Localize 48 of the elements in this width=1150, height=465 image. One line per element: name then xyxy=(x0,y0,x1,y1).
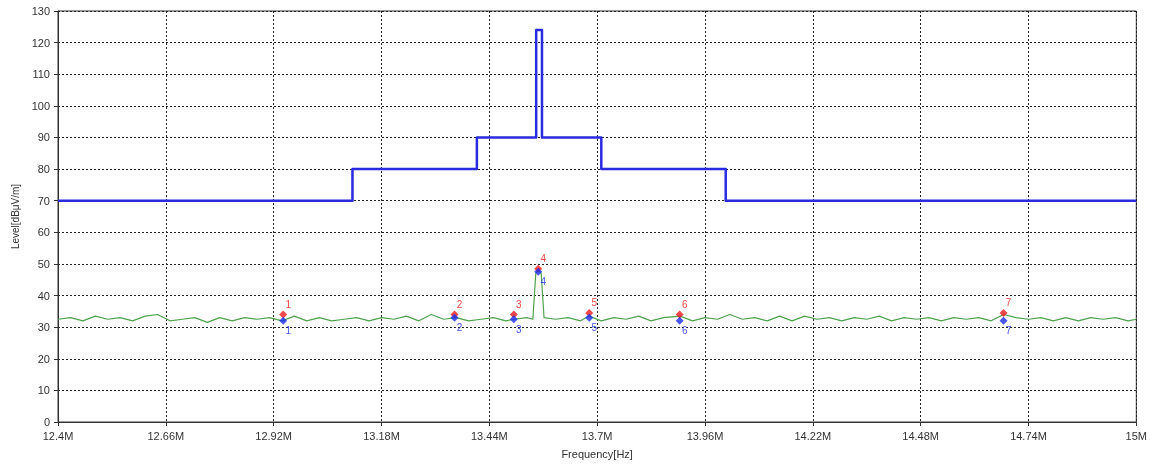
annotation: 4 xyxy=(540,253,547,265)
point xyxy=(675,316,684,325)
y-tick-label: 0 xyxy=(43,416,50,428)
annotation: 5 xyxy=(591,297,598,309)
y-tick-label: 100 xyxy=(31,99,50,112)
point xyxy=(279,310,288,319)
annotation: 1 xyxy=(285,325,292,337)
y-tick-label: 40 xyxy=(37,289,50,302)
x-tick-label: 14.22M xyxy=(794,429,832,442)
y-tick-label: 120 xyxy=(31,36,50,49)
y-tick-label: 110 xyxy=(32,68,50,81)
x-tick-label: 15M xyxy=(1125,429,1147,442)
point xyxy=(999,308,1008,317)
y-tick-label: 10 xyxy=(37,384,50,397)
y-tick-label: 90 xyxy=(37,131,50,144)
annotation: 6 xyxy=(681,299,688,311)
annotation: 2 xyxy=(456,299,463,311)
x-axis-title: Frequency[Hz] xyxy=(561,447,633,460)
y-tick-label: 130 xyxy=(31,5,50,17)
annotation: 7 xyxy=(1005,297,1012,309)
y-tick-label: 50 xyxy=(37,257,50,270)
x-tick-label: 12.66M xyxy=(147,429,185,442)
x-tick-label: 13.18M xyxy=(363,429,400,442)
point xyxy=(279,316,288,325)
y-tick-label: 30 xyxy=(37,321,50,334)
x-tick-label: 13.96M xyxy=(686,429,724,442)
annotation: 2 xyxy=(456,322,463,334)
point xyxy=(509,315,518,324)
point xyxy=(675,310,684,319)
x-tick-label: 13.44M xyxy=(470,429,508,442)
point xyxy=(585,313,594,322)
x-tick-label: 14.74M xyxy=(1010,429,1047,442)
y-tick-label: 70 xyxy=(37,194,50,207)
annotation: 1 xyxy=(285,299,292,311)
annotation: 6 xyxy=(681,325,688,337)
annotation: 7 xyxy=(1005,325,1012,337)
annotation: 3 xyxy=(516,299,523,311)
x-tick-label: 14.48M xyxy=(902,429,939,442)
point xyxy=(999,316,1008,325)
annotation: 5 xyxy=(591,322,598,334)
y-tick-label: 80 xyxy=(37,163,50,176)
x-tick-label: 13.7M xyxy=(581,429,613,442)
y-axis-title: Level[dBμV/m] xyxy=(10,183,22,250)
x-tick-label: 12.92M xyxy=(255,429,293,442)
y-tick-label: 60 xyxy=(37,226,50,239)
y-tick-label: 20 xyxy=(37,352,50,365)
x-tick-label: 12.4M xyxy=(42,429,74,442)
annotation: 3 xyxy=(516,323,523,335)
